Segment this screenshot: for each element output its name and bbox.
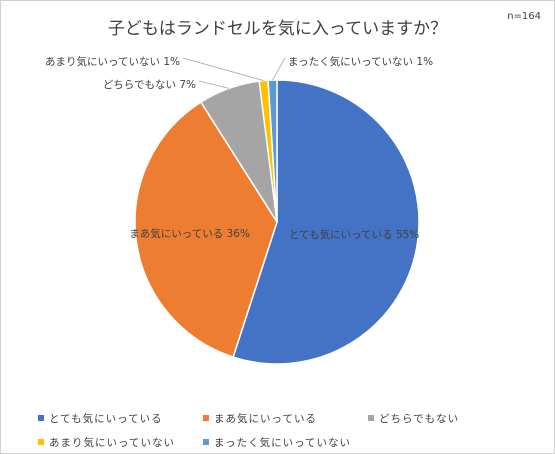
- legend-item: どちらでもない: [368, 411, 533, 426]
- leader-line: [198, 80, 229, 89]
- pie-chart: とても気にいっている 55% まあ気にいっている 36% どちらでもない 7% あまり…: [45, 55, 433, 365]
- legend-swatch: [38, 415, 44, 421]
- pie-slice: [232, 79, 420, 365]
- slice-label: まあ気にいっている 36%: [129, 227, 250, 240]
- legend-swatch: [368, 415, 374, 421]
- chart-title: 子どもはランドセルを気に入っていますか？: [107, 19, 448, 39]
- leader-line: [272, 57, 286, 81]
- legend-row: あまり気にいっていない まったく気にいっていない: [38, 430, 538, 454]
- legend-label: まあ気にいっている: [214, 412, 317, 425]
- slice-label: どちらでもない 7%: [103, 79, 196, 91]
- legend-label: どちらでもない: [379, 412, 460, 425]
- legend-row: とても気にいっている まあ気にいっている どちらでもない: [38, 406, 538, 430]
- legend-item: あまり気にいっていない: [38, 435, 203, 450]
- legend: とても気にいっている まあ気にいっている どちらでもない あまり気にいっていない…: [38, 406, 538, 454]
- legend-label: あまり気にいっていない: [49, 436, 175, 449]
- pie-slice: [134, 101, 278, 358]
- sample-size: n=164: [507, 11, 541, 22]
- slice-label: まったく気にいっていない 1%: [288, 55, 433, 68]
- legend-label: とても気にいっている: [49, 412, 163, 425]
- legend-swatch: [38, 439, 44, 445]
- legend-item: とても気にいっている: [38, 411, 203, 426]
- slice-label: とても気にいっている 55%: [289, 228, 419, 241]
- legend-item: まったく気にいっていない: [203, 435, 368, 450]
- legend-label: まったく気にいっていない: [214, 436, 352, 449]
- leader-line: [182, 57, 264, 82]
- legend-item: まあ気にいっている: [203, 411, 368, 426]
- legend-swatch: [203, 439, 209, 445]
- legend-swatch: [203, 415, 209, 421]
- slice-label: あまり気にいっていない 1%: [45, 55, 180, 68]
